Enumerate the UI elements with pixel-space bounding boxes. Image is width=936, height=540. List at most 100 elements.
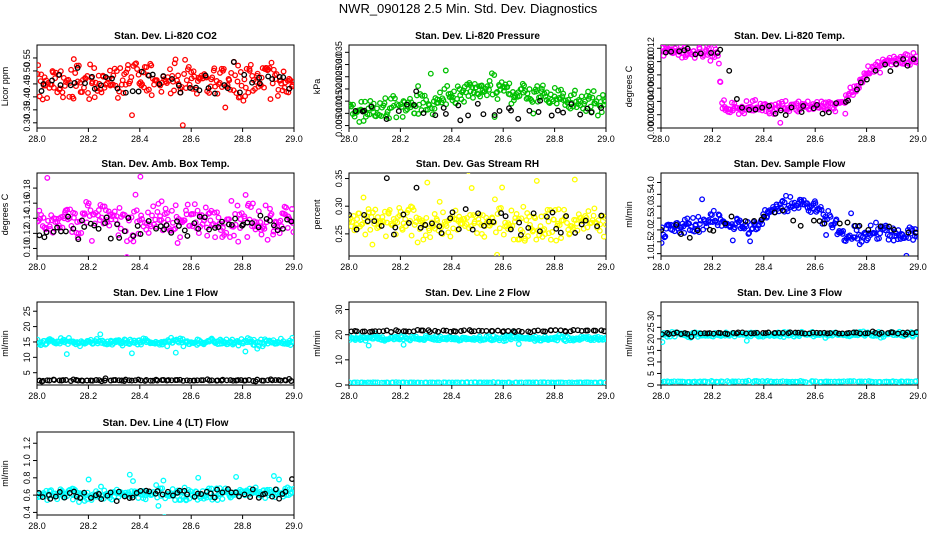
point-low [513,379,520,385]
point-subset [37,232,43,239]
point-subset [772,110,779,117]
point-all [590,88,597,95]
point-all [483,92,490,99]
point-all [601,336,606,343]
point-all [258,74,265,81]
point-subset [483,327,490,334]
point-all [703,223,710,230]
point-all [126,471,133,478]
point-all [183,77,190,84]
point-all [715,211,722,218]
point-all [466,173,471,174]
point-subset [856,222,863,229]
point-all [699,196,706,203]
y-tick-label: 0.006 [646,77,656,100]
point-subset [455,102,462,109]
point-low [478,379,484,385]
point-subset [668,48,675,55]
point-subset [440,327,447,334]
point-subset [708,49,715,56]
point-all [746,230,753,236]
point-subset [748,330,755,337]
point-subset [779,329,786,336]
point-all [731,100,738,107]
point-subset [43,229,50,236]
point-subset [56,71,63,78]
point-all [415,110,422,117]
point-all [463,221,470,227]
point-all [138,212,145,219]
point-subset [751,218,758,224]
y-tick-label: 0.6 [22,489,32,502]
point-all [107,67,113,74]
point-all [538,85,545,92]
point-low [372,379,379,385]
point-all [203,494,210,501]
point-all [354,216,361,223]
point-subset [107,235,114,242]
point-all [139,216,145,222]
point-all [186,81,193,88]
point-all [385,210,392,217]
point-subset [187,84,193,91]
point-all [169,486,176,493]
point-subset [232,215,239,222]
point-low [732,378,739,385]
x-tick-label: 29.0 [285,134,303,144]
point-all [515,215,522,222]
point-low [472,379,479,385]
point-low [389,379,396,385]
point-all [477,93,484,100]
point-all [439,231,446,238]
point-all [729,221,735,228]
point-all [37,93,43,100]
point-subset [380,328,387,335]
point-all [95,207,102,214]
point-subset [462,206,469,213]
data-points [661,192,918,256]
point-subset [274,227,281,234]
point-subset [104,492,111,499]
point-low [506,379,513,385]
point-subset [865,226,872,233]
point-subset [102,375,109,382]
point-all [554,337,561,344]
point-subset [286,85,293,92]
point-all [553,237,560,244]
point-subset [760,213,767,220]
x-tick-label: 28.0 [652,391,670,401]
y-axis-label: ml/min [0,460,10,487]
point-subset [461,327,467,334]
point-all [419,92,426,99]
y-axis-label: ml/min [624,201,634,228]
point-all [427,234,434,241]
point-all [290,338,294,345]
y-tick-label: 0.25 [334,225,344,243]
point-subset [180,377,187,384]
point-subset [536,228,543,235]
point-all [523,217,530,224]
y-tick-label: 1.0 [22,454,32,467]
point-subset [40,81,47,88]
point-subset [584,327,591,334]
point-subset [706,226,713,233]
point-low [585,379,592,385]
point-all [525,233,531,240]
point-subset [265,73,272,80]
point-low [559,379,566,385]
point-subset [156,81,163,88]
point-all [85,200,92,207]
point-subset [247,494,254,501]
point-subset [836,330,842,337]
point-all [145,86,152,93]
point-subset [452,328,459,335]
point-all [79,210,86,217]
point-subset [594,223,601,230]
point-subset [900,56,907,63]
point-all [423,214,430,221]
point-subset [525,224,532,231]
point-all [172,349,179,356]
point-all [130,238,137,245]
point-all [402,223,409,230]
point-subset [489,328,496,335]
